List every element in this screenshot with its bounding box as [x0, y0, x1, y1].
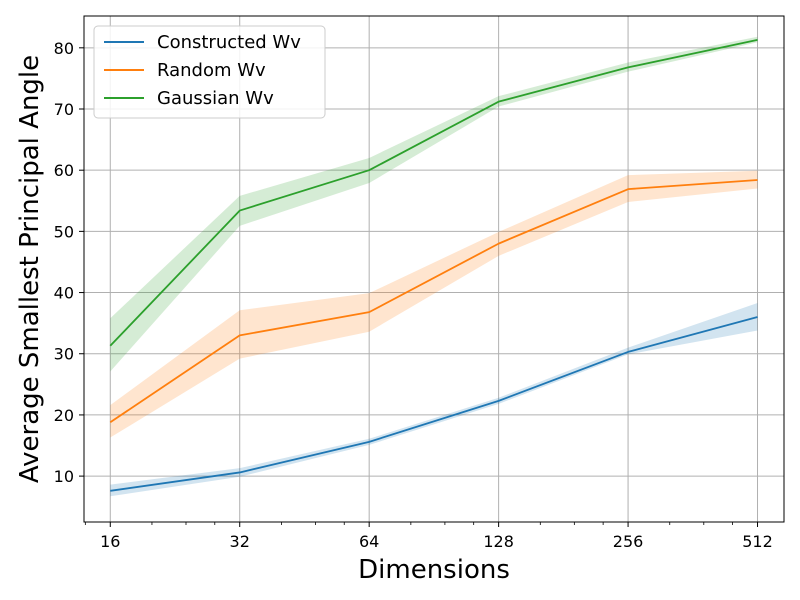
series-lines	[109, 38, 758, 492]
x-tick-label: 32	[230, 532, 250, 551]
y-tick-label: 50	[54, 222, 74, 241]
confidence-band	[110, 36, 758, 372]
confidence-band	[110, 302, 758, 497]
x-tick-label: 128	[483, 532, 514, 551]
x-tick-label: 256	[613, 532, 644, 551]
y-axis-title: Average Smallest Principal Angle	[15, 55, 45, 483]
x-axis-title: Dimensions	[358, 555, 510, 585]
plot-frame	[83, 15, 785, 523]
x-tick-label: 16	[100, 532, 120, 551]
legend-label: Random Wv	[157, 60, 266, 81]
y-tick-label: 40	[54, 284, 74, 303]
y-tick-label: 20	[54, 406, 74, 425]
y-tick-label: 80	[54, 39, 74, 58]
x-axis-ticks: 16 32 64 128 256 512	[84, 522, 773, 551]
confidence-bands	[110, 36, 758, 497]
y-tick-label: 60	[54, 161, 74, 180]
legend-label: Constructed Wv	[157, 32, 301, 53]
series-line	[109, 38, 758, 347]
x-tick-label: 512	[742, 532, 773, 551]
y-axis-ticks: 10 20 30 40 50 60 70 80	[54, 39, 84, 486]
legend-box	[93, 25, 326, 119]
y-tick-label: 10	[54, 467, 74, 486]
legend-label: Gaussian Wv	[157, 88, 274, 109]
series-line	[110, 316, 758, 492]
legend: Constructed Wv Random Wv Gaussian Wv	[93, 25, 326, 119]
y-tick-label: 30	[54, 345, 74, 364]
x-tick-label: 64	[359, 532, 379, 551]
series-line	[109, 179, 758, 424]
y-tick-label: 70	[54, 100, 74, 119]
grid-lines	[84, 16, 784, 522]
